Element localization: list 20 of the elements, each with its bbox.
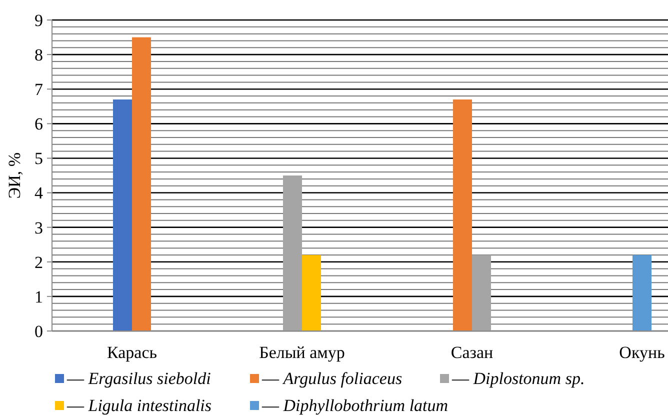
legend-label: — Argulus foliaceus: [261, 369, 402, 388]
legend-label: — Ergasilus sieboldi: [66, 369, 212, 388]
y-tick-label: 1: [34, 287, 43, 306]
legend-label: — Diphyllobothrium latum: [261, 396, 448, 415]
y-tick-label: 8: [34, 46, 43, 65]
y-tick-label: 7: [34, 80, 44, 100]
x-tick-label: Сазан: [450, 343, 494, 362]
y-tick-label: 2: [34, 252, 43, 272]
x-tick-label: Белый амур: [259, 343, 345, 362]
y-tick-label: 3: [34, 218, 43, 238]
y-tick-label: 0: [34, 322, 43, 341]
y-axis-title: ЭИ, %: [5, 152, 24, 199]
legend-label: — Diplostonum sp.: [451, 369, 585, 388]
legend-label: — Ligula intestinalis: [66, 396, 212, 415]
x-tick-label: Карась: [106, 343, 158, 362]
y-tick-label: 5: [34, 149, 43, 168]
y-tick-label: 6: [34, 114, 43, 134]
x-tick-label: Окунь: [619, 343, 666, 362]
y-tick-label: 9: [34, 10, 43, 30]
y-tick-label: 4: [34, 184, 44, 203]
